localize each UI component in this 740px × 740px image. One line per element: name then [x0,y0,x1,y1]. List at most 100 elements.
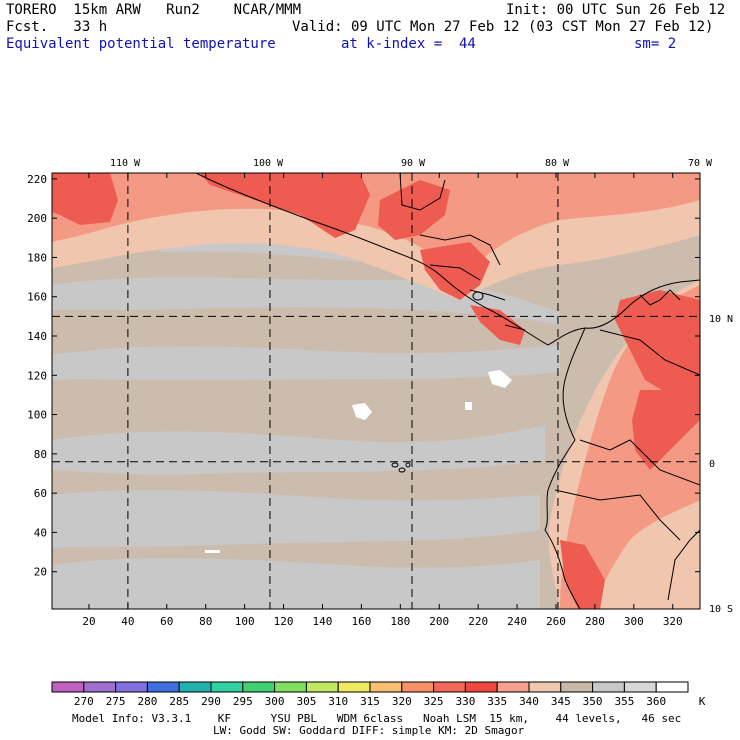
colorbar-swatch [623,681,657,693]
model-info: Model Info: V3.3.1 KF YSU PBL WDM 6class… [72,712,682,725]
island [405,462,411,468]
colorbar-label: 340 [519,695,539,708]
valid-time: Valid: 09 UTC Mon 27 Feb 12 (03 CST Mon … [292,19,714,35]
colorbar-label: 300 [265,695,285,708]
colorbar-label: 335 [487,695,507,708]
x-tick-label: 300 [624,615,644,628]
island [391,462,399,468]
init-time: Init: 00 UTC Sun 26 Feb 12 [506,2,726,18]
lat-label: 0 [709,459,715,470]
border-line [554,489,681,541]
theta-e-field [52,173,700,609]
colorbar-swatch [464,681,498,693]
colorbar-swatch [433,681,466,693]
x-tick-label: 100 [235,615,255,628]
border-line [399,173,446,211]
x-tick-label: 20 [82,615,95,628]
y-tick-label: 200 [27,212,47,225]
border-line [504,324,526,331]
white-speck [205,550,220,553]
y-tick-label: 80 [34,448,47,461]
colorbar-swatch [369,681,403,693]
white-speck [488,370,512,388]
y-tick-label: 160 [27,291,47,304]
colorbar-swatch [210,681,244,693]
colorbar-swatch [51,681,85,693]
lat-label: 10 S [709,604,733,615]
lon-label: 90 W [401,158,426,169]
x-tick-label: 280 [585,615,605,628]
colorbar-label: 285 [169,695,189,708]
lat-label: 10 N [709,314,733,325]
colorbar-unit: K [699,695,706,708]
x-tick-label: 240 [507,615,527,628]
colorbar-label: 270 [74,695,94,708]
gray-region [52,345,560,381]
x-axis: 20 40 60 80 100 120 140 160 180 200 220 240 260 280 30… [82,173,683,628]
colorbar-label: 315 [360,695,380,708]
colorbar-label: 290 [201,695,221,708]
y-tick-label: 60 [34,487,47,500]
plot-frame [51,172,701,610]
colorbar-swatch [560,681,594,693]
red-region [52,173,118,225]
south-america-coast [544,327,586,609]
colorbar-label: 325 [424,695,444,708]
colorbar-swatch [115,681,148,693]
model-title: TORERO 15km ARW Run2 NCAR/MMM [6,2,302,18]
y-tick-label: 100 [27,409,47,422]
smoothing-label: sm= 2 [634,36,677,52]
border-line [419,234,501,266]
x-tick-label: 120 [274,615,294,628]
colorbar: 270 275 280 285 290 295 300 305 310 315 320 325 330 3… [51,681,689,708]
x-tick-label: 200 [429,615,449,628]
y-tick-label: 120 [27,369,47,382]
lon-label: 80 W [545,158,570,169]
central-america-coast [195,173,700,346]
colorbar-label: 305 [296,695,316,708]
colorbar-swatch [337,681,371,693]
y-tick-label: 40 [34,526,47,539]
red-region [470,305,525,345]
red-region [560,540,605,609]
lon-label: 70 W [688,158,713,169]
colorbar-swatch [242,681,276,693]
white-speck [352,403,372,420]
red-region [200,173,370,238]
lon-label: 100 W [253,158,284,169]
gray-region [52,489,540,548]
salmon-region [52,173,700,270]
white-speck [465,402,472,410]
border-line [599,329,700,376]
red-region [378,180,450,240]
colorbar-swatch [274,681,307,693]
colorbar-swatch [528,681,562,693]
colorbar-label: 330 [455,695,475,708]
colorbar-label: 275 [106,695,126,708]
colorbar-swatch [305,681,339,693]
y-tick-label: 140 [27,330,47,343]
forecast-hour: Fcst. 33 h [6,19,108,35]
colorbar-label: 350 [583,695,603,708]
border-line [639,289,681,306]
x-tick-label: 260 [546,615,566,628]
x-tick-label: 160 [351,615,371,628]
colorbar-swatch [496,681,530,693]
colorbar-swatch [655,681,689,693]
x-tick-label: 60 [160,615,173,628]
y-tick-label: 220 [27,173,47,186]
colorbar-label: 360 [646,695,666,708]
colorbar-label: 355 [614,695,634,708]
island [398,467,406,473]
colorbar-swatch [83,681,117,693]
physics-info: LW: Godd SW: Goddard DIFF: simple KM: 2D… [213,724,525,737]
lon-label: 110 W [110,158,141,169]
x-tick-label: 140 [313,615,333,628]
colorbar-swatch [146,681,180,693]
x-tick-label: 220 [468,615,488,628]
red-region [632,390,700,470]
colorbar-label: 280 [137,695,157,708]
island [472,291,484,301]
level-label: at k-index = 44 [341,36,476,52]
